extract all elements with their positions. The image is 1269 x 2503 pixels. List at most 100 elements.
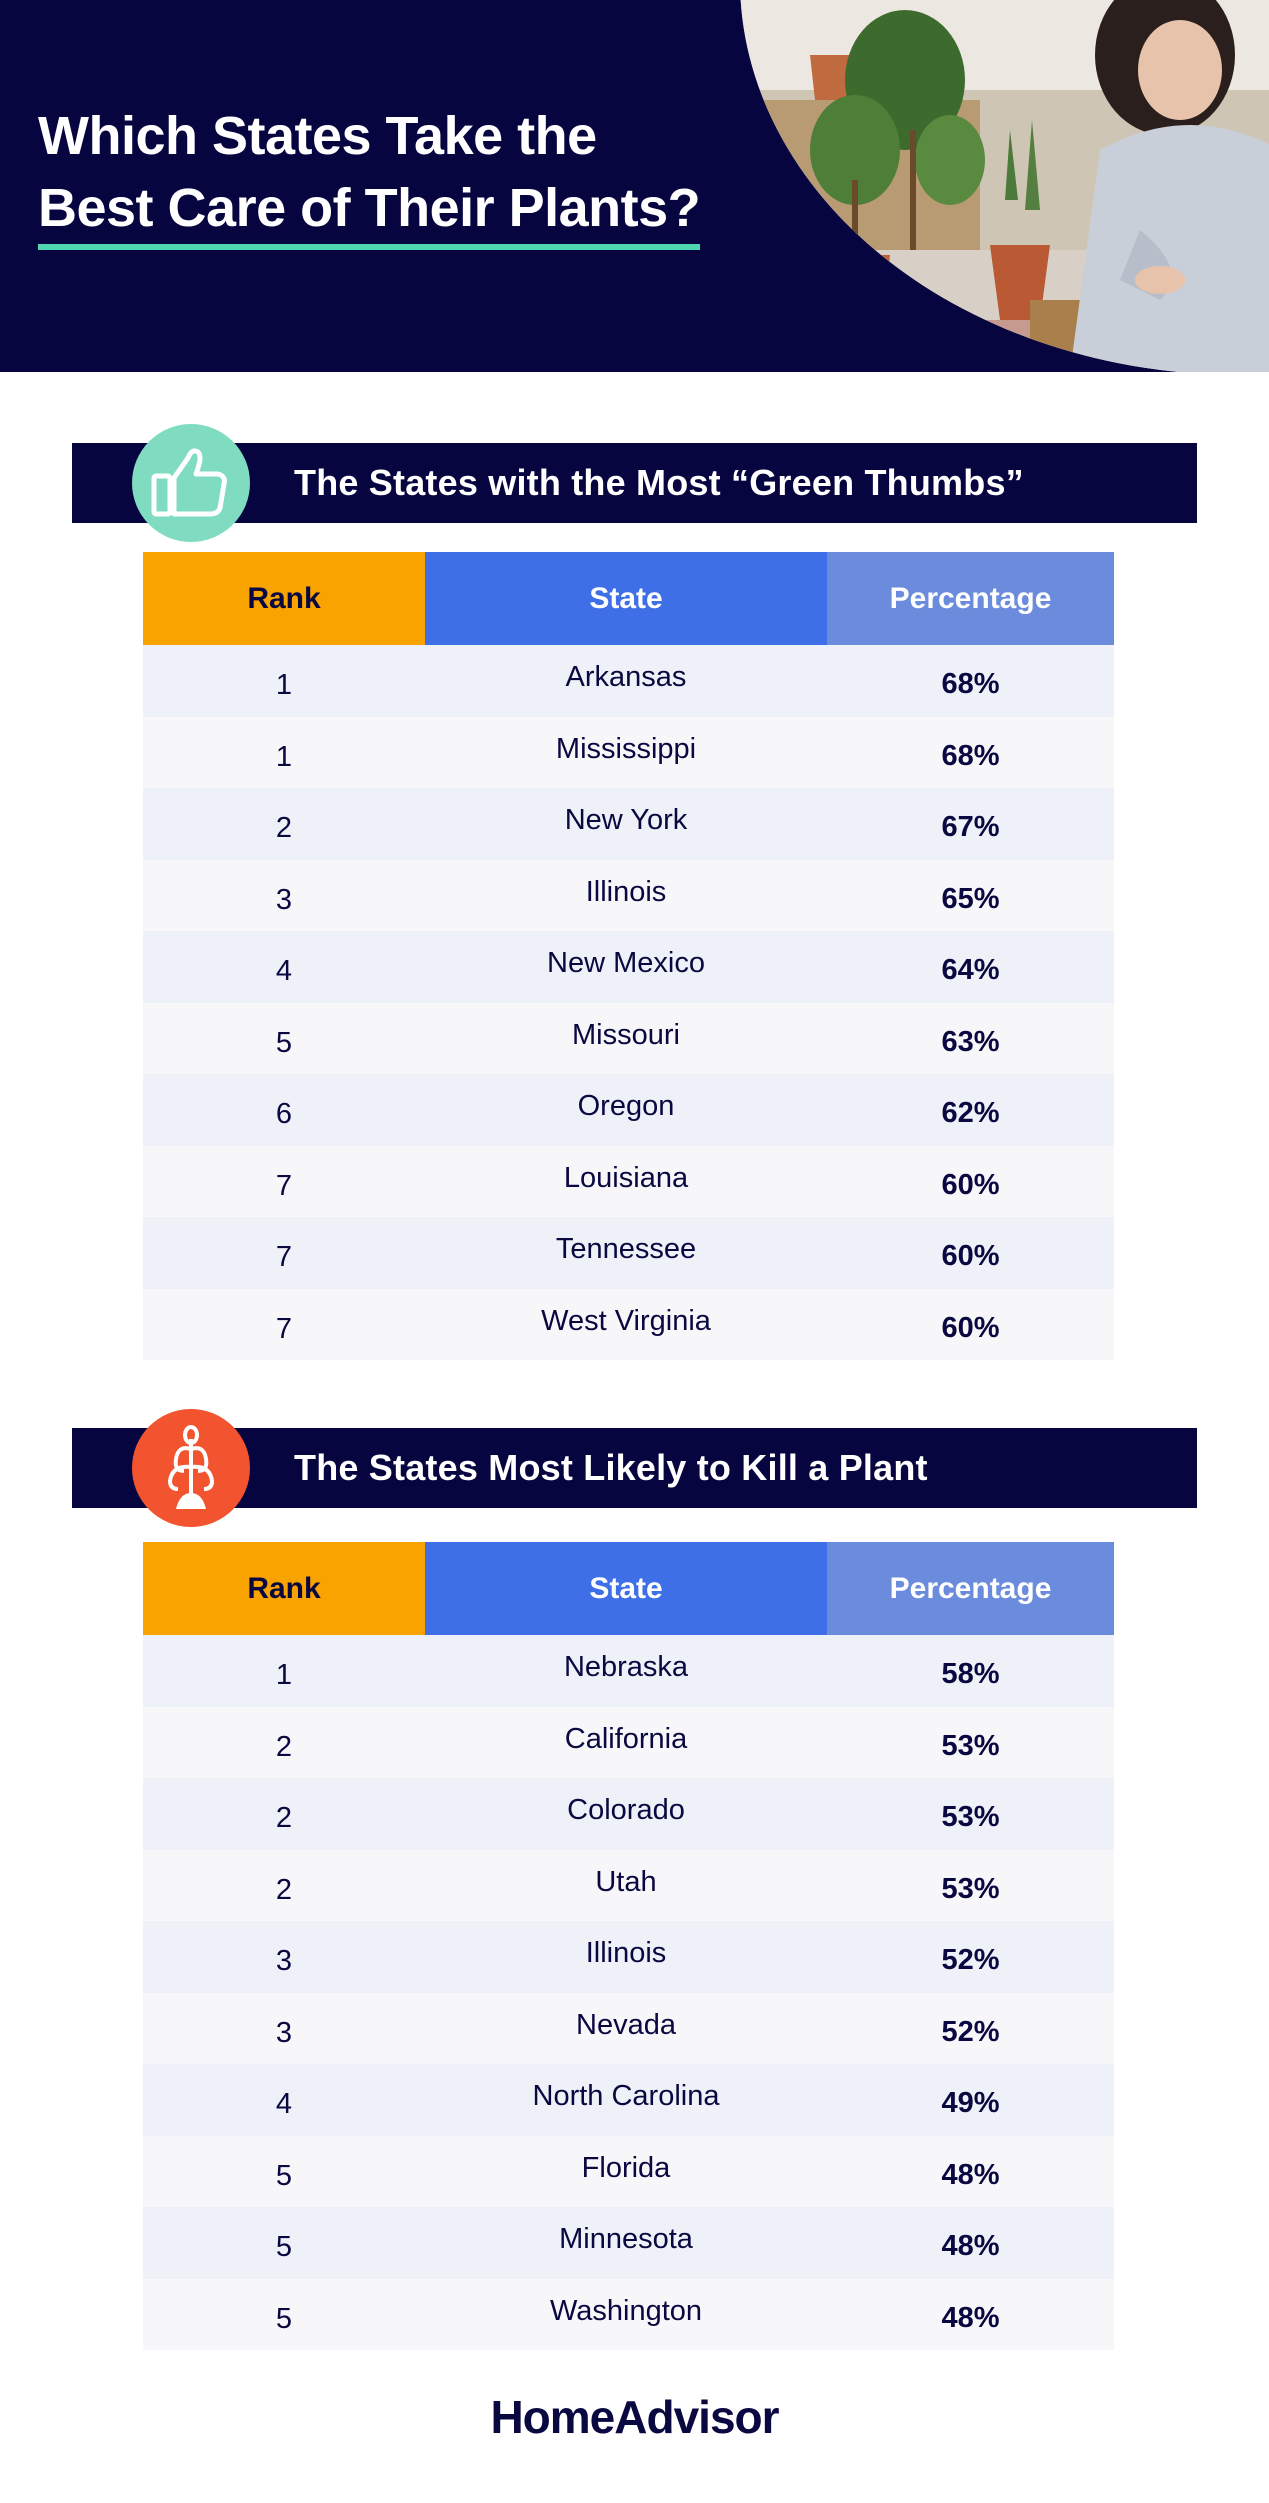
percentage-cell: 65% [941, 882, 1000, 915]
table-row: 1 Arkansas 68% [143, 645, 1114, 717]
state-cell: California [564, 1722, 688, 1755]
percentage-cell: 48% [941, 2301, 1000, 2334]
wilted-plant-icon [132, 1409, 250, 1527]
state-cell: Colorado [567, 1794, 685, 1827]
percentage-cell: 63% [941, 1025, 1000, 1058]
table-body: 1 Nebraska 58% 2 California 53% 2 Colorado 53% 2 U… [143, 1635, 1114, 2350]
rank-cell: 3 [275, 2016, 293, 2049]
table-row: 5 Washington 48% [143, 2278, 1114, 2350]
rank-cell: 7 [275, 1169, 293, 1202]
percentage-cell: 53% [941, 1801, 1000, 1834]
state-cell: Oregon [577, 1090, 675, 1123]
rank-cell: 3 [275, 1945, 293, 1978]
column-header-percentage: Percentage [827, 1542, 1114, 1635]
percentage-cell: 68% [941, 668, 1000, 701]
title-line-1: Which States Take the [38, 106, 597, 166]
section-title: The States Most Likely to Kill a Plant [294, 1447, 928, 1488]
green-thumbs-table: Rank State Percentage 1 Arkansas 68% 1 Missi… [143, 552, 1114, 1360]
table-row: 2 New York 67% [143, 788, 1114, 860]
state-cell: Arkansas [565, 661, 687, 694]
state-cell: Nevada [576, 2008, 676, 2041]
column-header-percentage: Percentage [827, 552, 1114, 645]
state-cell: Illinois [585, 875, 667, 908]
title-line-2: Best Care of Their Plants? [38, 174, 701, 250]
percentage-cell: 64% [941, 954, 1000, 987]
section-title: The States with the Most “Green Thumbs” [294, 462, 1024, 503]
percentage-cell: 52% [941, 1944, 1000, 1977]
table-row: 3 Nevada 52% [143, 1992, 1114, 2064]
rank-cell: 7 [275, 1241, 293, 1274]
state-cell: Washington [549, 2294, 703, 2327]
table-row: 1 Nebraska 58% [143, 1635, 1114, 1707]
percentage-cell: 49% [941, 2087, 1000, 2120]
table-row: 2 Colorado 53% [143, 1778, 1114, 1850]
state-cell: Nebraska [563, 1651, 689, 1684]
rank-cell: 5 [275, 2302, 293, 2335]
table-row: 3 Illinois 65% [143, 859, 1114, 931]
rank-cell: 1 [275, 1659, 293, 1692]
percentage-cell: 62% [941, 1097, 1000, 1130]
table-row: 1 Mississippi 68% [143, 716, 1114, 788]
state-cell: Illinois [585, 1937, 667, 1970]
table-row: 5 Missouri 63% [143, 1002, 1114, 1074]
rank-cell: 7 [275, 1312, 293, 1345]
percentage-cell: 60% [941, 1311, 1000, 1344]
table-row: 7 Louisiana 60% [143, 1145, 1114, 1217]
woman-with-plants-photo [740, 0, 1269, 372]
percentage-cell: 60% [941, 1168, 1000, 1201]
rank-cell: 5 [275, 2231, 293, 2264]
percentage-cell: 52% [941, 2015, 1000, 2048]
state-cell: New Mexico [547, 947, 705, 980]
state-cell: Tennessee [555, 1233, 697, 1266]
rank-cell: 5 [275, 1026, 293, 1059]
rank-cell: 1 [275, 740, 293, 773]
section-banner-kill-plant: The States Most Likely to Kill a Plant [72, 1428, 1197, 1508]
state-cell: Florida [581, 2151, 671, 2184]
table-row: 6 Oregon 62% [143, 1074, 1114, 1146]
header: Which States Take the Best Care of Their… [0, 0, 1269, 372]
state-cell: Utah [595, 1865, 657, 1898]
rank-cell: 4 [275, 955, 293, 988]
kill-plant-table: Rank State Percentage 1 Nebraska 58% 2 Calif… [143, 1542, 1114, 2350]
table-row: 5 Florida 48% [143, 2135, 1114, 2207]
table-header: Rank State Percentage [143, 552, 1114, 645]
percentage-cell: 53% [941, 1872, 1000, 1905]
table-row: 3 Illinois 52% [143, 1921, 1114, 1993]
rank-cell: 1 [275, 669, 293, 702]
table-row: 4 New Mexico 64% [143, 931, 1114, 1003]
thumbs-up-icon [132, 424, 250, 542]
rank-cell: 3 [275, 883, 293, 916]
column-header-rank: Rank [143, 1542, 425, 1635]
rank-cell: 4 [275, 2088, 293, 2121]
percentage-cell: 48% [941, 2158, 1000, 2191]
state-cell: Missouri [572, 1018, 680, 1051]
column-header-state: State [425, 552, 827, 645]
section-banner-green-thumbs: The States with the Most “Green Thumbs” [72, 443, 1197, 523]
table-row: 2 California 53% [143, 1706, 1114, 1778]
percentage-cell: 68% [941, 739, 1000, 772]
table-row: 5 Minnesota 48% [143, 2207, 1114, 2279]
state-cell: Mississippi [555, 732, 697, 765]
rank-cell: 2 [275, 812, 293, 845]
column-header-state: State [425, 1542, 827, 1635]
percentage-cell: 48% [941, 2230, 1000, 2263]
percentage-cell: 53% [941, 1729, 1000, 1762]
column-header-rank: Rank [143, 552, 425, 645]
table-row: 7 Tennessee 60% [143, 1217, 1114, 1289]
state-cell: North Carolina [532, 2080, 720, 2113]
rank-cell: 5 [275, 2159, 293, 2192]
state-cell: West Virginia [541, 1304, 711, 1337]
percentage-cell: 58% [941, 1658, 1000, 1691]
rank-cell: 2 [275, 1802, 293, 1835]
table-body: 1 Arkansas 68% 1 Mississippi 68% 2 New York 67% 3… [143, 645, 1114, 1360]
state-cell: Louisiana [563, 1161, 689, 1194]
rank-cell: 2 [275, 1730, 293, 1763]
rank-cell: 2 [275, 1873, 293, 1906]
table-row: 2 Utah 53% [143, 1849, 1114, 1921]
table-row: 4 North Carolina 49% [143, 2064, 1114, 2136]
percentage-cell: 60% [941, 1240, 1000, 1273]
percentage-cell: 67% [941, 811, 1000, 844]
table-header: Rank State Percentage [143, 1542, 1114, 1635]
rank-cell: 6 [275, 1098, 293, 1131]
table-row: 7 West Virginia 60% [143, 1288, 1114, 1360]
